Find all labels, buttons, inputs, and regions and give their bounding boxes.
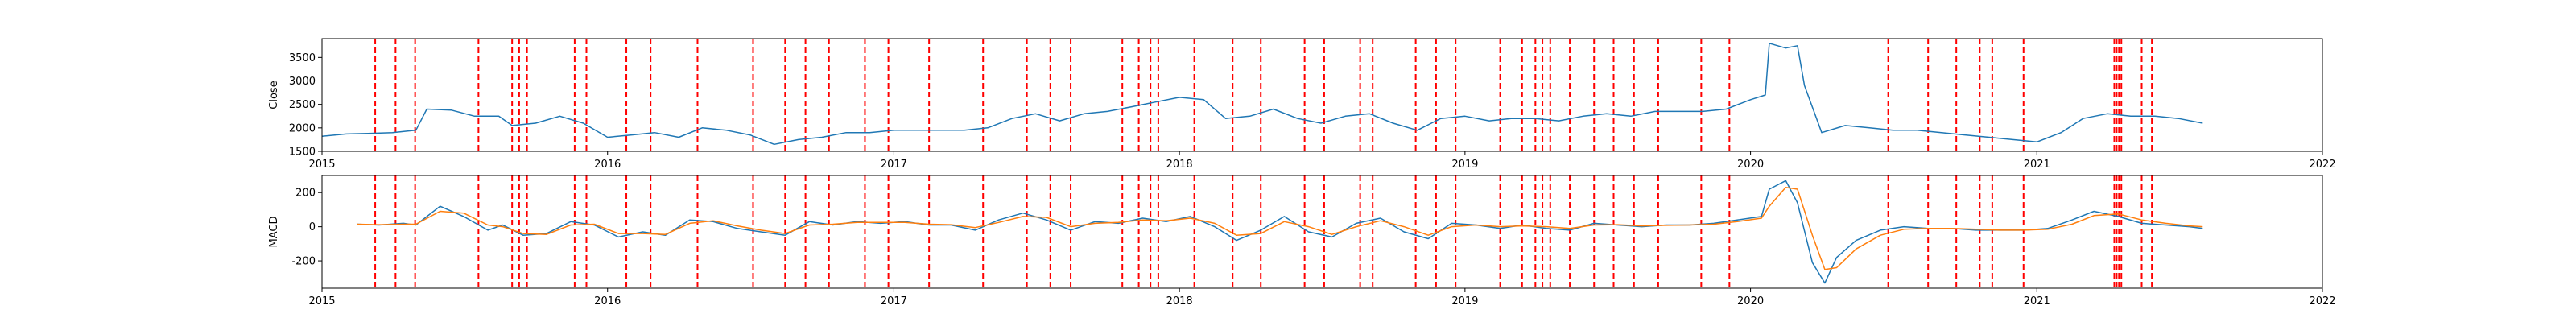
x-tick-label: 2015: [308, 295, 335, 308]
x-tick-label: 2015: [308, 159, 335, 171]
close-event-markers: [374, 39, 2153, 151]
y-tick-label: 3000: [289, 76, 316, 88]
y-tick-label: 1500: [289, 147, 316, 159]
x-tick-label: 2020: [1737, 295, 1764, 308]
y-tick-label: 0: [309, 221, 316, 233]
x-tick-label: 2018: [1166, 295, 1193, 308]
x-tick-label: 2022: [2309, 295, 2335, 308]
close-x-axis: 2015 2016 2017 2018 2019 2020 2021 2022: [308, 151, 2336, 171]
x-tick-label: 2021: [2024, 159, 2050, 171]
x-tick-label: 2017: [881, 159, 907, 171]
y-tick-label: 3500: [289, 52, 316, 64]
x-tick-label: 2018: [1166, 159, 1193, 171]
x-tick-label: 2019: [1451, 159, 1478, 171]
x-tick-label: 2016: [594, 159, 621, 171]
close-price-line: [321, 43, 2203, 146]
macd-y-axis: -200 0 200: [291, 188, 322, 268]
x-tick-label: 2017: [881, 295, 907, 308]
close-y-axis: 1500 2000 2500 3000 3500: [289, 52, 322, 159]
y-tick-label: 2000: [289, 122, 316, 134]
x-tick-label: 2021: [2024, 295, 2050, 308]
x-tick-label: 2020: [1737, 159, 1764, 171]
y-tick-label: 2500: [289, 99, 316, 111]
close-price-panel: 2015 2016 2017 2018 2019 2020 2021 2022 1500 200…: [268, 38, 2336, 171]
macd-signal-line: [357, 187, 2203, 270]
x-tick-label: 2019: [1451, 295, 1478, 308]
close-y-axis-label: Close: [268, 80, 280, 109]
macd-x-axis: 2015 2016 2017 2018 2019 2020 2021 2022: [308, 288, 2336, 308]
macd-axes-frame: [321, 175, 2323, 289]
close-axes-frame: [321, 38, 2323, 152]
x-tick-label: 2022: [2309, 159, 2335, 171]
macd-y-axis-label: MACD: [268, 217, 280, 248]
y-tick-label: -200: [291, 256, 316, 268]
y-tick-label: 200: [295, 188, 316, 200]
macd-event-markers: [374, 175, 2153, 288]
macd-panel: 2015 2016 2017 2018 2019 2020 2021 2022 -200 0 20…: [268, 175, 2336, 308]
x-tick-label: 2016: [594, 295, 621, 308]
